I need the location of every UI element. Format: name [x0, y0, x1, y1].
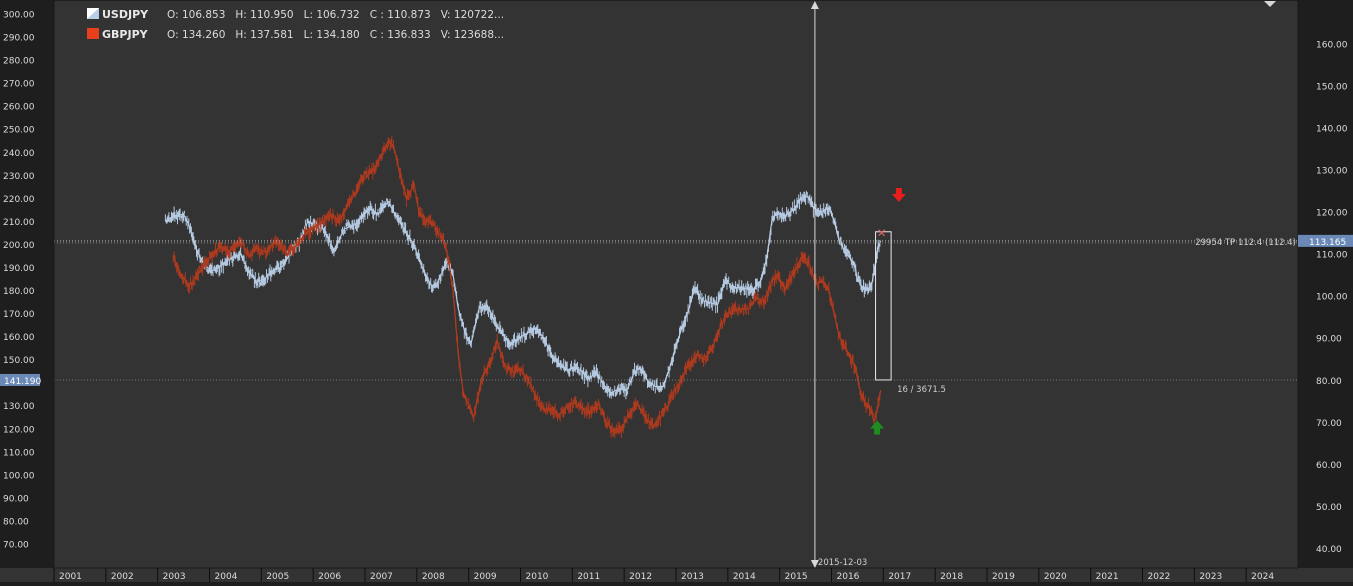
time-tick-label: 2012: [629, 572, 652, 582]
price-tag-right: [1298, 234, 1353, 247]
price-tag-left-label: 141.190: [4, 377, 41, 387]
takeprofit-label: 29954 TP 112.4 (112.4): [1195, 238, 1296, 248]
legend-ohlcv: O: 134.260 H: 137.581 L: 134.180 C : 136…: [167, 29, 504, 41]
time-tick-label: 2005: [266, 572, 289, 582]
crosshair-date-label: 2015-12-03: [818, 558, 867, 568]
time-tick-label: 2009: [474, 572, 497, 582]
left-tick-label: 220.00: [3, 195, 35, 205]
left-tick-label: 250.00: [3, 126, 35, 136]
left-tick-label: 200.00: [3, 241, 35, 251]
legend-row-usdjpy[interactable]: USDJPY O: 106.853 H: 110.950 L: 106.732 …: [87, 8, 504, 21]
left-tick-label: 110.00: [3, 448, 35, 458]
time-tick-label: 2011: [577, 572, 600, 582]
right-tick-label: 140.00: [1316, 125, 1348, 135]
order-marker-icon: [878, 229, 885, 237]
left-tick-label: 190.00: [3, 264, 35, 274]
right-tick-label: 40.00: [1316, 545, 1342, 555]
collapse-chevron-icon[interactable]: [1264, 1, 1276, 7]
right-tick-label: 60.00: [1316, 461, 1342, 471]
left-tick-label: 170.00: [3, 310, 35, 320]
time-tick-label: 2022: [1148, 572, 1171, 582]
time-tick-label: 2020: [1044, 572, 1067, 582]
legend-symbol: GBPJPY: [102, 28, 149, 41]
left-tick-label: 270.00: [3, 80, 35, 90]
price-tag-left: [0, 373, 40, 386]
time-tick-label: 2001: [59, 572, 82, 582]
time-tick-label: 2021: [1096, 572, 1119, 582]
left-tick-label: 90.00: [3, 494, 29, 504]
left-tick-label: 290.00: [3, 34, 35, 44]
left-tick-label: 260.00: [3, 103, 35, 113]
crosshair-up-arrow-icon: [810, 1, 819, 9]
series-line-gbpjpy: [172, 139, 882, 432]
time-axis[interactable]: 2001 2002 2003 2004 2005 2006 2007 2008 2009 2010…: [0, 567, 1353, 582]
left-tick-label: 100.00: [3, 471, 35, 481]
left-tick-label: 180.00: [3, 287, 35, 297]
time-tick-label: 2024: [1251, 572, 1274, 582]
right-tick-label: 90.00: [1316, 335, 1342, 345]
time-tick-label: 2010: [526, 572, 549, 582]
right-tick-label: 80.00: [1316, 377, 1342, 387]
time-tick-label: 2002: [111, 572, 134, 582]
time-tick-label: 2015: [785, 572, 808, 582]
left-tick-label: 80.00: [3, 517, 29, 527]
right-tick-label: 120.00: [1316, 209, 1348, 219]
left-tick-label: 70.00: [3, 540, 29, 550]
right-tick-label: 160.00: [1316, 41, 1348, 51]
left-tick-label: 240.00: [3, 149, 35, 159]
time-tick-label: 2023: [1199, 572, 1222, 582]
left-tick-label: 160.00: [3, 333, 35, 343]
red-down-arrow-icon: [891, 188, 906, 203]
left-tick-label: 130.00: [3, 402, 35, 412]
left-tick-label: 150.00: [3, 356, 35, 366]
right-tick-label: 130.00: [1316, 167, 1348, 177]
time-tick-label: 2006: [318, 572, 341, 582]
time-tick-label: 2014: [733, 572, 756, 582]
legend-ohlcv: O: 106.853 H: 110.950 L: 106.732 C : 110…: [167, 9, 504, 21]
legend-symbol: USDJPY: [102, 8, 149, 21]
crosshair-down-arrow-icon: [810, 560, 819, 568]
measure-label: 16 / 3671.5: [897, 385, 946, 395]
time-tick-label: 2018: [940, 572, 963, 582]
right-tick-label: 150.00: [1316, 83, 1348, 93]
legend: USDJPY O: 106.853 H: 110.950 L: 106.732 …: [87, 8, 504, 41]
time-tick-label: 2008: [422, 572, 445, 582]
time-tick-label: 2019: [992, 572, 1015, 582]
overlay-group: 29954 TP 112.4 (112.4) 2015-12-03 16 / 367…: [54, 1, 1298, 568]
left-tick-label: 210.00: [3, 218, 35, 228]
time-tick-label: 2013: [681, 572, 704, 582]
time-tick-label: 2016: [837, 572, 860, 582]
right-tick-label: 50.00: [1316, 503, 1342, 513]
left-price-axis[interactable]: 70.00 80.00 90.00 100.00 110.00 120.00 130.00 1…: [0, 0, 55, 568]
time-tick-label: 2007: [370, 572, 393, 582]
legend-row-gbpjpy[interactable]: GBPJPY O: 134.260 H: 137.581 L: 134.180 …: [87, 28, 504, 41]
red-swatch-icon: [87, 28, 99, 39]
right-tick-label: 100.00: [1316, 293, 1348, 303]
plot-background: [54, 1, 1298, 568]
swatch-diagonal: [87, 8, 99, 19]
left-tick-label: 300.00: [3, 11, 35, 21]
price-tag-right-label: 113.165: [1309, 238, 1346, 248]
time-tick-label: 2017: [888, 572, 911, 582]
right-tick-label: 70.00: [1316, 419, 1342, 429]
series-group: [164, 135, 882, 439]
left-tick-label: 280.00: [3, 57, 35, 67]
left-tick-label: 230.00: [3, 172, 35, 182]
time-tick-label: 2004: [215, 572, 238, 582]
time-tick-label: 2003: [163, 572, 186, 582]
green-up-arrow-icon: [870, 420, 885, 435]
right-price-axis[interactable]: 40.00 50.00 60.00 70.00 80.00 90.00 100.00 110.…: [1297, 0, 1353, 568]
left-tick-label: 120.00: [3, 425, 35, 435]
right-tick-label: 110.00: [1316, 251, 1348, 261]
